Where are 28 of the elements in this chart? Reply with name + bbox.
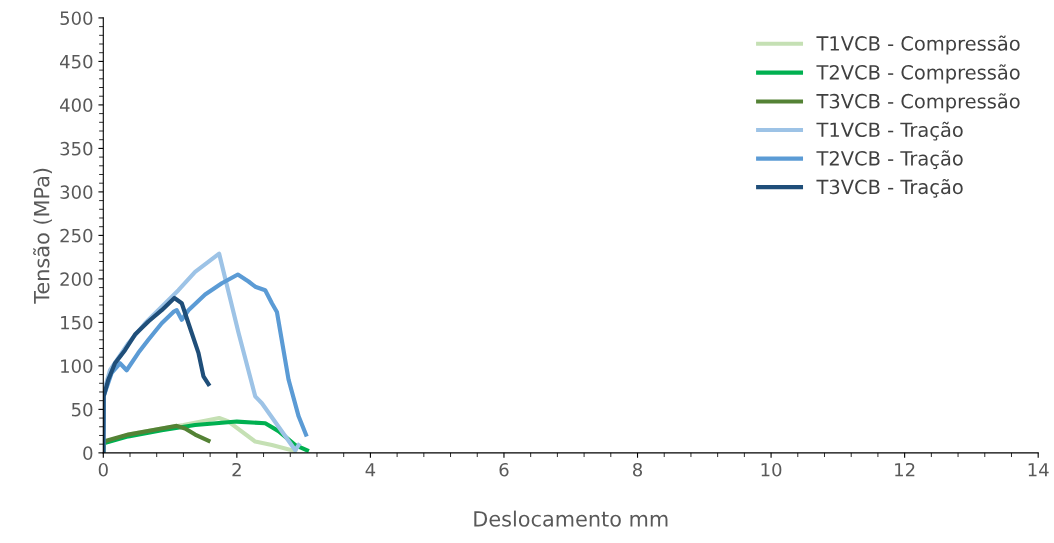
legend-label: T3VCB - Tração [816,178,963,198]
y-tick-label: 450 [59,54,93,69]
x-tick-label: 12 [895,462,915,477]
x-tick-label: 8 [633,462,643,477]
x-tick-label: 4 [365,463,376,477]
x-tick-label: 0 [98,462,108,477]
y-tick-label: 500 [60,11,93,26]
legend-label: T2VCB - Compressão [816,64,1020,84]
x-tick-label: 14 [1028,463,1049,477]
y-tick-label: 0 [83,446,93,460]
y-tick-label: 350 [60,141,93,156]
x-tick-label: 6 [499,462,509,477]
y-tick-label: 300 [60,185,93,200]
y-tick-label: 200 [60,272,93,286]
y-tick-label: 50 [71,402,93,417]
legend-label: T1VCB - Tração [816,121,963,141]
line-series [103,295,211,453]
x-tick-label: 2 [232,462,241,477]
y-tick-label: 250 [60,228,93,243]
x-tick-label: 10 [761,462,782,477]
y-tick-label: 100 [61,359,93,373]
y-axis-title: Tensão (MPa) [33,168,52,304]
x-axis-title: Deslocamento mm [474,510,668,527]
legend-label: T2VCB - Tração [816,150,963,170]
y-tick-label: 400 [59,98,93,113]
y-tick-label: 150 [61,315,93,330]
legend-label: T1VCB - Compressão [816,35,1020,55]
legend-label: T3VCB - Compressão [816,93,1020,113]
